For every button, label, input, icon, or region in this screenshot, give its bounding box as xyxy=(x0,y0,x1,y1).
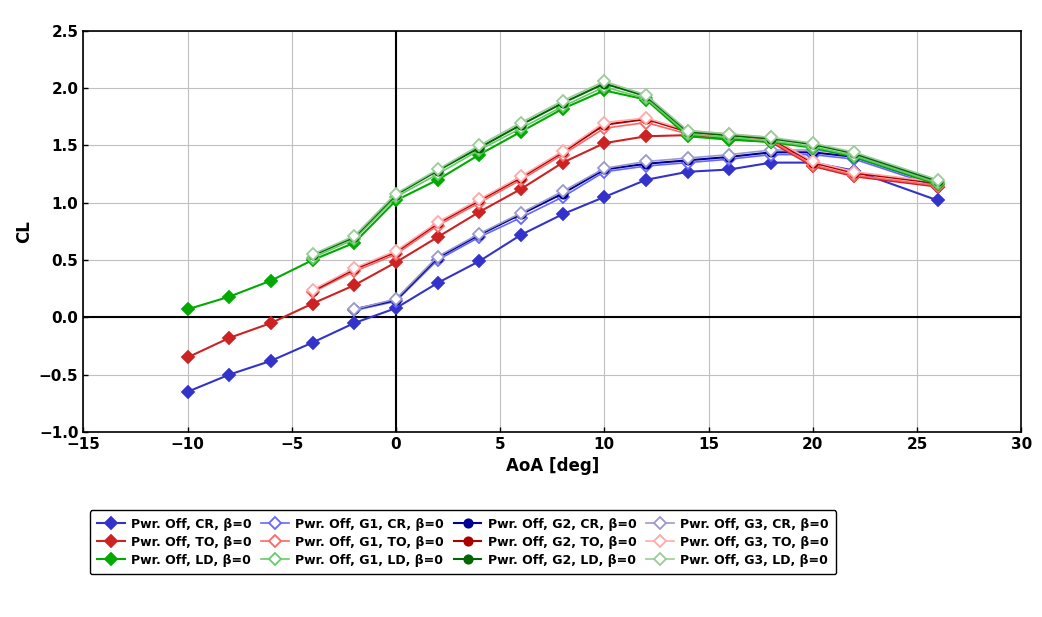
Y-axis label: CL: CL xyxy=(16,220,33,243)
X-axis label: AoA [deg]: AoA [deg] xyxy=(505,457,599,475)
Legend: Pwr. Off, CR, β=0, Pwr. Off, TO, β=0, Pwr. Off, LD, β=0, Pwr. Off, G1, CR, β=0, : Pwr. Off, CR, β=0, Pwr. Off, TO, β=0, Pw… xyxy=(90,510,837,574)
